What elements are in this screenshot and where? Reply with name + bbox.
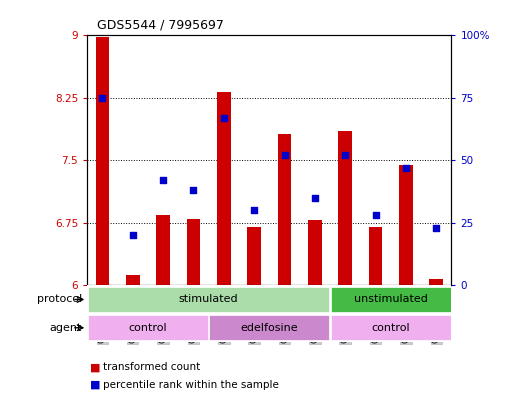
Point	[311, 195, 319, 201]
Bar	[88, 315, 208, 340]
Text: edelfosine: edelfosine	[241, 323, 298, 333]
Text: agent: agent	[50, 323, 82, 333]
Text: ■: ■	[90, 362, 100, 373]
Bar	[95, 37, 109, 285]
Point	[281, 152, 289, 158]
Bar	[339, 131, 352, 285]
Text: percentile rank within the sample: percentile rank within the sample	[103, 380, 279, 390]
Point	[402, 165, 410, 171]
Point	[371, 212, 380, 219]
Bar	[88, 287, 329, 312]
Text: control: control	[129, 323, 167, 333]
Point	[341, 152, 349, 158]
Point	[189, 187, 198, 193]
Point	[250, 207, 258, 213]
Point	[129, 232, 137, 239]
Bar	[369, 227, 382, 285]
Bar	[429, 279, 443, 285]
Bar	[217, 92, 231, 285]
Text: GDS5544 / 7995697: GDS5544 / 7995697	[97, 18, 224, 31]
Bar	[187, 219, 200, 285]
Text: stimulated: stimulated	[179, 294, 239, 305]
Bar	[308, 220, 322, 285]
Text: transformed count: transformed count	[103, 362, 200, 373]
Text: control: control	[371, 323, 410, 333]
Text: unstimulated: unstimulated	[354, 294, 428, 305]
Point	[159, 177, 167, 184]
Point	[220, 115, 228, 121]
Bar	[126, 275, 140, 285]
Text: ■: ■	[90, 380, 100, 390]
Text: protocol: protocol	[37, 294, 82, 305]
Bar	[247, 227, 261, 285]
Point	[432, 225, 440, 231]
Bar	[331, 315, 451, 340]
Bar	[156, 215, 170, 285]
Bar	[331, 287, 451, 312]
Point	[98, 95, 107, 101]
Bar	[278, 134, 291, 285]
Bar	[209, 315, 329, 340]
Bar	[399, 165, 413, 285]
